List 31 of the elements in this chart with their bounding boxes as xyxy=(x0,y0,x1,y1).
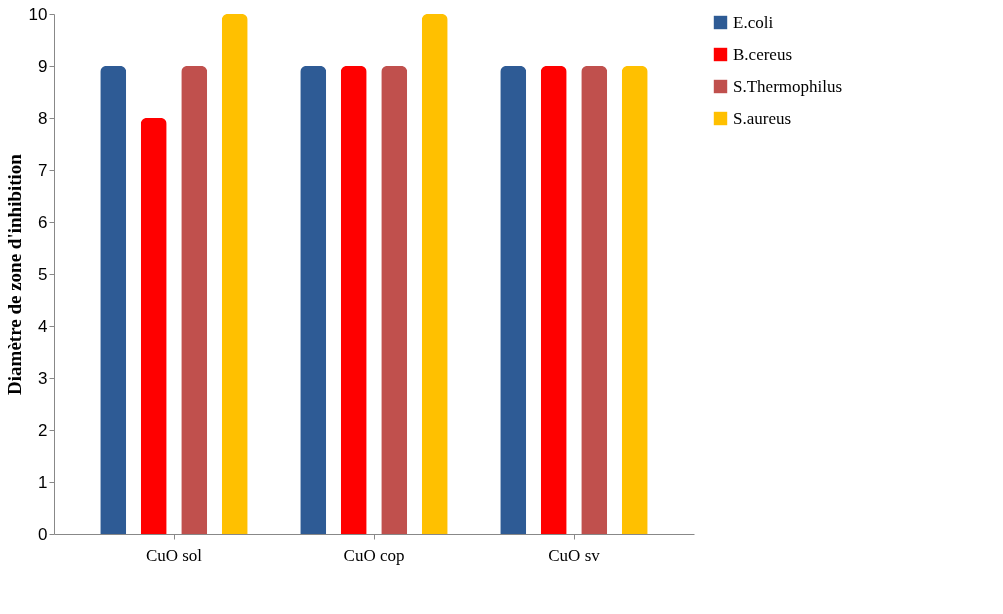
y-tick-label: 6 xyxy=(38,212,48,232)
bar xyxy=(221,14,248,534)
y-tick-label: 2 xyxy=(38,420,48,440)
bar xyxy=(300,66,327,534)
y-tick-label: 4 xyxy=(38,316,48,336)
y-tick-label: 7 xyxy=(38,160,48,180)
y-tick-label: 5 xyxy=(38,264,48,284)
bar xyxy=(340,66,367,534)
legend-label: B.cereus xyxy=(733,44,793,64)
y-tick-label: 9 xyxy=(38,56,48,76)
x-tick-label: CuO cop xyxy=(343,545,405,565)
bar xyxy=(181,66,208,534)
legend-label: S.aureus xyxy=(733,108,792,128)
legend-label: S.Thermophilus xyxy=(733,76,843,96)
y-axis-title: Diamètre de zone d'inhibition xyxy=(3,153,25,395)
y-tick-label: 8 xyxy=(38,108,48,128)
y-tick-label: 0 xyxy=(38,524,48,544)
y-tick-label: 10 xyxy=(28,4,48,24)
y-tick-label: 1 xyxy=(38,472,48,492)
x-tick-label: CuO sv xyxy=(548,545,601,565)
bar xyxy=(581,66,608,534)
x-tick-label: CuO sol xyxy=(145,545,203,565)
bar xyxy=(500,66,527,534)
y-tick-label: 3 xyxy=(38,368,48,388)
legend-label: E.coli xyxy=(733,12,774,32)
bar xyxy=(381,66,408,534)
bar xyxy=(540,66,567,534)
bar xyxy=(140,118,167,534)
bar xyxy=(621,66,648,534)
bar xyxy=(100,66,127,534)
bar xyxy=(421,14,448,534)
